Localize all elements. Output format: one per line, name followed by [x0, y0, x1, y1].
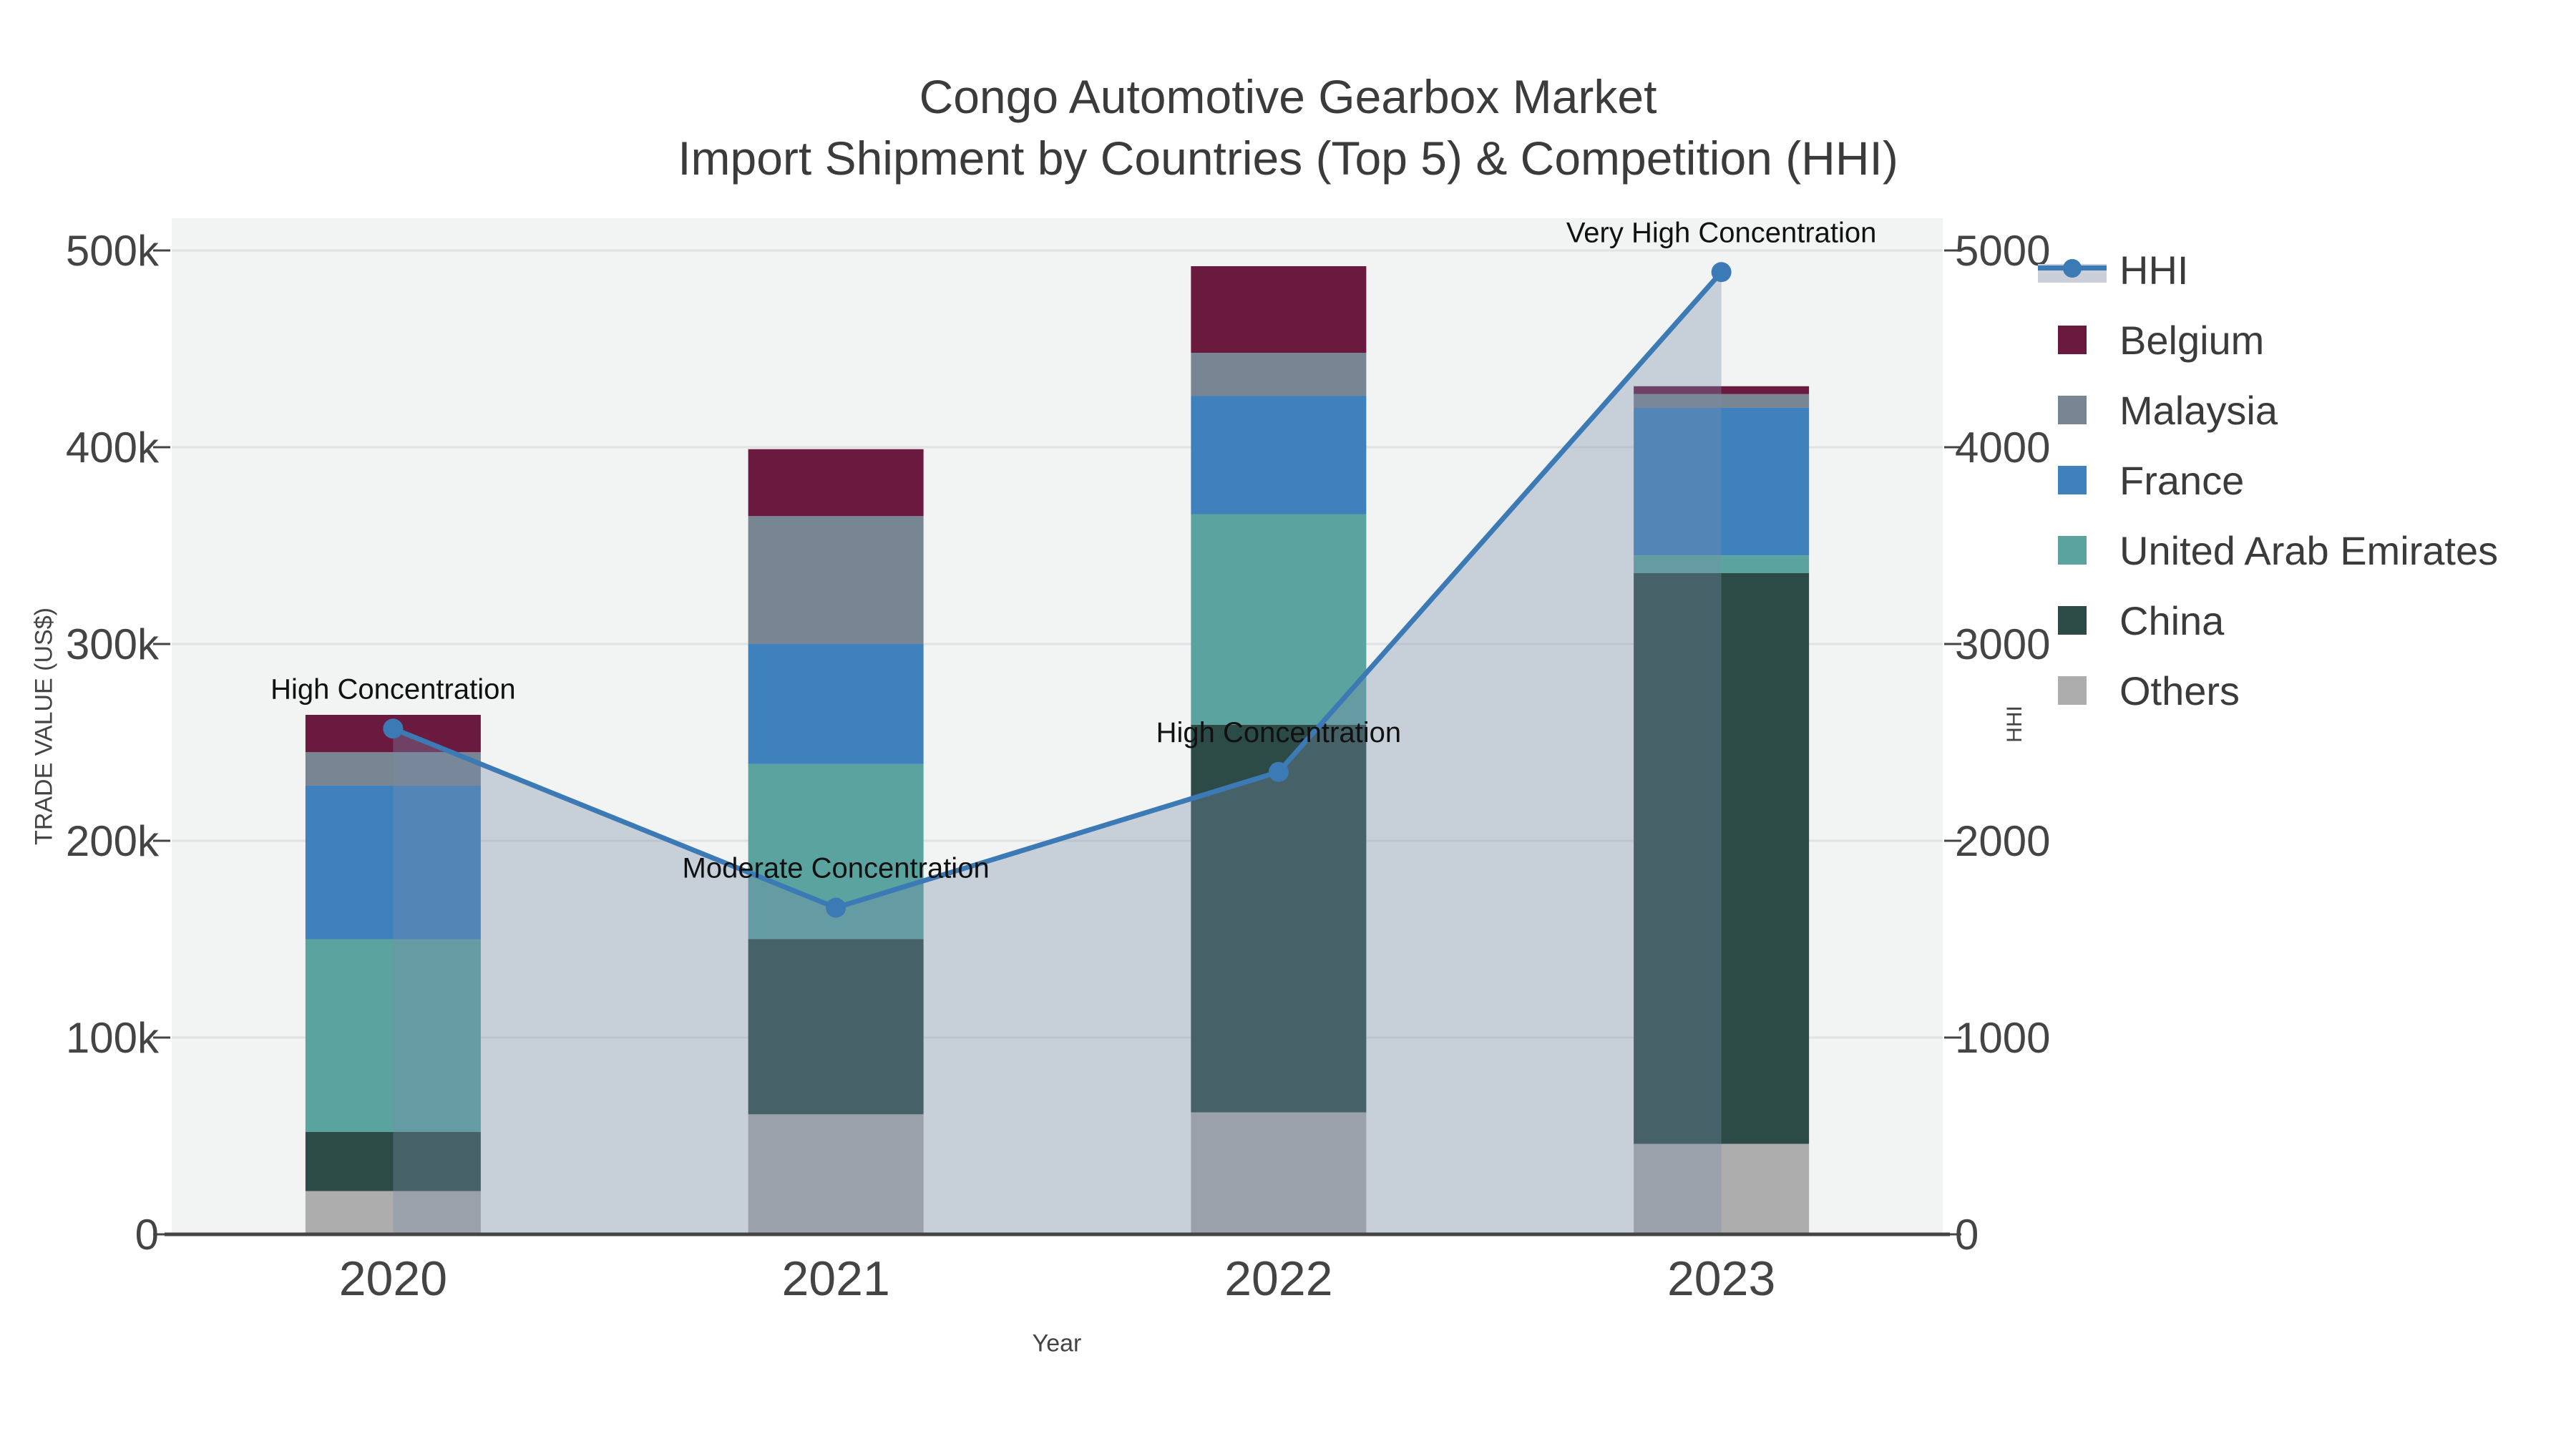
- bar-segment-france-2021: [748, 644, 924, 764]
- bar-segment-united-arab-emirates-2023: [1634, 555, 1810, 573]
- chart-title-line1: Congo Automotive Gearbox Market: [919, 70, 1657, 123]
- bar-segment-china-2020: [305, 1132, 481, 1191]
- legend-color-swatch: [2038, 606, 2107, 635]
- legend-item-china[interactable]: China: [2038, 585, 2498, 655]
- bar-segment-belgium-2021: [748, 449, 924, 517]
- legend-label: China: [2119, 597, 2225, 643]
- bar-segment-others-2022: [1191, 1112, 1367, 1234]
- bar-segment-malaysia-2021: [748, 516, 924, 644]
- chart-title-line2: Import Shipment by Countries (Top 5) & C…: [678, 132, 1898, 185]
- legend-color-swatch-square: [2058, 326, 2087, 354]
- bar-segment-belgium-2022: [1191, 266, 1367, 353]
- y-tick-label: 500k: [66, 227, 160, 275]
- bar-segment-united-arab-emirates-2020: [305, 939, 481, 1132]
- y2-axis-title: HHI: [2003, 706, 2026, 743]
- legend-label: Malaysia: [2119, 387, 2278, 433]
- legend-label: Others: [2119, 668, 2240, 713]
- y-tick-label: 100k: [66, 1014, 160, 1062]
- y2-tick-label: 5000: [1955, 227, 2050, 275]
- annotation: High Concentration: [270, 673, 515, 705]
- bar-segment-china-2023: [1634, 573, 1810, 1144]
- legend-label: Belgium: [2119, 317, 2265, 363]
- legend-item-united-arab-emirates[interactable]: United Arab Emirates: [2038, 515, 2498, 585]
- annotation: High Concentration: [1156, 717, 1401, 748]
- hhi-marker-2020: [383, 718, 404, 739]
- legend-color-swatch-square: [2058, 606, 2087, 635]
- hhi-marker-2023: [1711, 262, 1732, 283]
- hhi-area-fill: [393, 272, 1722, 1234]
- hhi-marker-2022: [1268, 761, 1289, 782]
- legend-item-hhi[interactable]: HHI: [2038, 235, 2498, 305]
- legend-color-swatch: [2038, 536, 2107, 565]
- y2-tick-label: 3000: [1955, 620, 2050, 668]
- legend-label: HHI: [2119, 247, 2189, 293]
- y2-tick-label: 1000: [1955, 1014, 2050, 1062]
- bar-segment-malaysia-2022: [1191, 353, 1367, 396]
- y-tick-label: 0: [135, 1211, 159, 1259]
- hhi-line-swatch: [2038, 255, 2107, 284]
- bar-segment-france-2020: [305, 786, 481, 940]
- x-tick-label: 2022: [1224, 1252, 1332, 1306]
- x-tick-label: 2020: [339, 1252, 447, 1306]
- legend-color-swatch: [2038, 466, 2107, 494]
- y-axis-title: TRADE VALUE (US$): [30, 608, 58, 845]
- hhi-line: [392, 270, 1724, 911]
- legend-color-swatch-square: [2058, 536, 2087, 565]
- legend-color-swatch-square: [2058, 466, 2087, 494]
- legend-label: France: [2119, 457, 2245, 503]
- annotation: Moderate Concentration: [683, 853, 990, 884]
- bar-segment-malaysia-2020: [305, 752, 481, 786]
- bar-segment-france-2022: [1191, 396, 1367, 514]
- y2-tick-label: 2000: [1955, 817, 2050, 865]
- x-axis-title: Year: [1032, 1330, 1082, 1357]
- y-tick-label: 200k: [66, 817, 160, 865]
- bar-segment-belgium-2023: [1634, 386, 1810, 394]
- x-tick-label: 2023: [1667, 1252, 1775, 1306]
- bar-segment-others-2023: [1634, 1143, 1810, 1234]
- legend: HHI Belgium Malaysia France United Arab Emir…: [2038, 235, 2498, 726]
- legend-item-france[interactable]: France: [2038, 445, 2498, 515]
- y-tick-label: 400k: [66, 424, 160, 472]
- bar-segment-france-2023: [1634, 408, 1810, 556]
- hhi-line-swatch-graphic: [2038, 255, 2107, 284]
- legend-item-belgium[interactable]: Belgium: [2038, 305, 2498, 375]
- y2-tick-label: 0: [1955, 1211, 1979, 1259]
- hhi-marker-2021: [826, 897, 847, 918]
- annotation: Very High Concentration: [1566, 217, 1877, 248]
- x-tick-label: 2021: [781, 1252, 889, 1306]
- bar-segment-others-2020: [305, 1191, 481, 1234]
- bar-segment-united-arab-emirates-2022: [1191, 514, 1367, 725]
- legend-color-swatch-square: [2058, 676, 2087, 705]
- bar-segment-others-2021: [748, 1114, 924, 1234]
- bar-segment-malaysia-2023: [1634, 394, 1810, 408]
- legend-item-malaysia[interactable]: Malaysia: [2038, 375, 2498, 445]
- bar-segment-china-2021: [748, 939, 924, 1115]
- legend-color-swatch: [2038, 676, 2107, 705]
- legend-color-swatch-square: [2058, 396, 2087, 424]
- y2-tick-label: 4000: [1955, 424, 2050, 472]
- chart-title: Congo Automotive Gearbox Market Import S…: [0, 66, 2576, 189]
- legend-label: United Arab Emirates: [2119, 527, 2499, 573]
- legend-color-swatch: [2038, 326, 2107, 354]
- legend-item-others[interactable]: Others: [2038, 655, 2498, 726]
- legend-color-swatch: [2038, 396, 2107, 424]
- y-tick-label: 300k: [66, 620, 160, 668]
